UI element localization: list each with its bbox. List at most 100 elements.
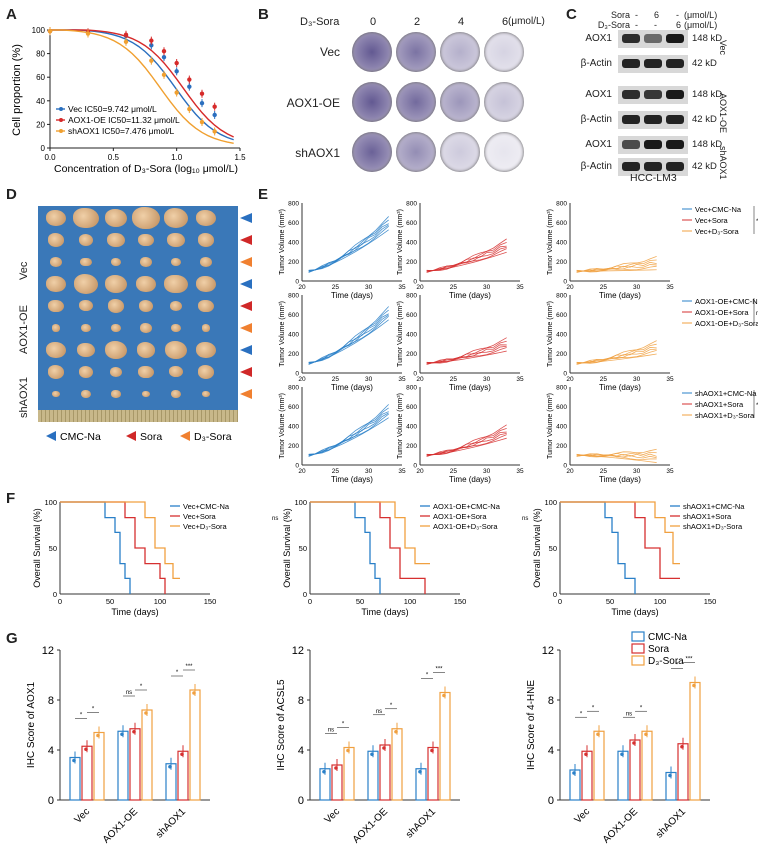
g-ytick-label: 8 [48, 695, 54, 707]
e-xtick-label: 30 [365, 284, 373, 291]
panel-label-f: F [6, 490, 16, 507]
blot-lane [666, 59, 684, 68]
e-ytick-label: 800 [288, 385, 299, 392]
f-legend-label: Vec+D₃-Sora [183, 522, 228, 531]
blot-lane [644, 162, 662, 171]
g-bar [391, 728, 403, 801]
d-group-oe: AOX1-OE [18, 305, 30, 354]
c-band-label: β-Actin [580, 114, 612, 125]
tumor-specimen [109, 366, 123, 378]
c-caption: HCC-LM3 [630, 172, 677, 184]
c-kd-label: 148 kD [692, 139, 723, 150]
tumor-specimen [45, 275, 67, 293]
c-kd-label: 148 kD [692, 33, 723, 44]
e-xtick-label: 20 [416, 284, 424, 291]
f-xtick-label: 150 [454, 597, 467, 606]
g-sig: * [342, 722, 345, 728]
f-ytick-label: 100 [544, 498, 557, 507]
tumor-specimen [51, 324, 61, 332]
tumor-specimen [80, 257, 92, 267]
g-dot [72, 758, 76, 763]
actin-band [618, 55, 688, 73]
e-growth-line [308, 306, 389, 365]
a-ytick-label: 100 [32, 26, 46, 35]
e-xtick-label: 30 [365, 376, 373, 383]
e-xtick-label: 25 [600, 376, 608, 383]
tumor-specimen [111, 258, 121, 266]
d-legend-cmc: CMC-Na [60, 431, 101, 443]
g-sig: * [140, 684, 143, 690]
e-ytick-label: 0 [413, 371, 417, 378]
tumor-specimen [104, 209, 128, 227]
c-band-label: AOX1 [585, 89, 612, 100]
g-sig: * [80, 713, 83, 719]
e-ytick-label: 0 [295, 371, 299, 378]
b-dose-4: 4 [457, 16, 465, 28]
e-xlabel: Time (days) [331, 383, 373, 392]
g-ytick-label: 4 [298, 745, 304, 757]
g-sig: * [176, 670, 179, 676]
e-subplot: 0 200 400 600 800 20 25 30 35 Time (days) Tumor Vo… [397, 201, 524, 301]
e-xtick-label: 25 [332, 468, 340, 475]
f-xlabel: Time (days) [611, 607, 658, 617]
e-legend-label: AOX1-OE+Sora [695, 308, 749, 317]
e-ytick-label: 0 [563, 279, 567, 286]
e-growth-line [426, 424, 507, 457]
g-sig: *** [685, 657, 693, 663]
f-xlabel: Time (days) [111, 607, 158, 617]
e-ytick-label: 400 [406, 332, 417, 339]
e-ylabel: Tumor Volume (mm³) [547, 301, 554, 367]
g-legend-label: D₃-Sora [648, 656, 684, 667]
f-ytick-label: 50 [549, 544, 557, 553]
f-xtick-label: 50 [356, 597, 364, 606]
g-bar [689, 681, 701, 801]
e-ytick-label: 800 [406, 385, 417, 392]
f-ytick-label: 50 [299, 544, 307, 553]
panel-a-chart: 0 20 40 60 80 100 0.0 0.5 1.0 1.5 Cell proportion… [11, 26, 246, 175]
f-xtick-label: 150 [704, 597, 717, 606]
e-subplot: 0 200 400 600 800 20 25 30 35 Time (days) Tumor Vo… [547, 293, 674, 393]
a-legend-oe: AOX1-OE IC50=11.32 μmol/L [68, 115, 180, 125]
e-ylabel: Tumor Volume (mm³) [397, 209, 404, 275]
g-sig: * [580, 711, 583, 717]
e-sig: ns [756, 311, 758, 317]
e-growth-line [576, 348, 657, 365]
e-xtick-label: 35 [398, 468, 406, 475]
panel-g-ihc-bars: 0 4 8 12 IHC Score of AOX1 Vec * * AOX1-OE ns * shA… [26, 631, 710, 846]
e-growth-line [576, 264, 657, 273]
tumor-specimen [51, 390, 61, 398]
e-growth-line [308, 224, 389, 273]
colony-dish [484, 82, 524, 122]
tumor-specimen [166, 232, 186, 248]
tumor-specimen [80, 389, 92, 399]
f-ylabel: Overall Survival (%) [532, 508, 542, 588]
e-growth-line [426, 245, 507, 272]
e-ytick-label: 200 [556, 259, 567, 266]
c-unit2: (μmol/L) [684, 20, 718, 30]
tumor-specimen [47, 365, 65, 379]
f-ytick-label: 100 [44, 498, 57, 507]
e-legend-label: shAOX1+CMC-Na [695, 389, 757, 398]
g-bar [367, 750, 379, 801]
tumor-specimen [164, 340, 188, 360]
colony-dish [396, 32, 436, 72]
tumor-specimen [73, 207, 99, 229]
blot-lane [644, 34, 662, 43]
aox1-band [618, 136, 688, 154]
e-ytick-label: 400 [556, 240, 567, 247]
g-dot [370, 752, 374, 757]
f-km-curve [560, 501, 680, 565]
e-xtick-label: 30 [633, 468, 641, 475]
e-xlabel: Time (days) [449, 291, 491, 300]
e-growth-line [308, 216, 389, 273]
tumor-specimen [195, 209, 217, 227]
c-band-label: AOX1 [585, 33, 612, 44]
e-xtick-label: 35 [666, 376, 674, 383]
e-growth-line [576, 453, 657, 457]
a-xtick-label: 1.5 [234, 153, 246, 162]
g-dot [168, 764, 172, 769]
a-legend-marker [59, 107, 63, 111]
e-xtick-label: 30 [483, 468, 491, 475]
e-ytick-label: 200 [288, 259, 299, 266]
f-km-curve [60, 501, 180, 580]
